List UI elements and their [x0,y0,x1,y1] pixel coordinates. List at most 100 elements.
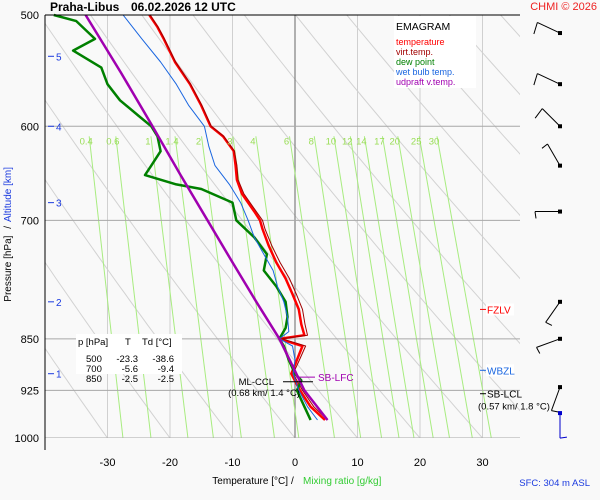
series-temperature [148,14,326,421]
y-axis-label: Pressure [hPa] / [3,226,14,302]
pressure-tick-label: 500 [21,10,39,22]
table-row: 850 -2.5 -2.5 [86,374,174,385]
wind-barb [558,411,567,439]
dry-adiabat [45,99,296,438]
barb-staff [550,386,561,411]
dry-adiabat [552,15,600,438]
wind-barb [541,143,562,168]
mixing-ratio-line [150,136,189,438]
annotation-sb-lfc: SB-LFC [318,373,354,384]
wind-barb [534,209,562,219]
temperature-tick-label: 30 [476,457,488,469]
mixing-ratio-label: 30 [429,136,440,147]
table-cell: 700 [86,364,102,375]
mixing-ratio-line [349,136,400,438]
mixing-ratio-label: 10 [326,136,337,147]
legend-item-dew-point: dew point [396,57,435,67]
temperature-tick-label: -30 [100,457,116,469]
wind-barb [534,108,562,129]
dry-adiabat [45,261,171,438]
mixing-ratio-label: 12 [342,136,353,147]
wind-barb [545,299,562,326]
legend-box [394,16,476,88]
table-cell: -23.3 [116,354,138,365]
pressure-tick-label: 700 [21,215,39,227]
barb-feather [534,108,543,119]
y-axis-label-pressure: Pressure [hPa] [3,235,14,301]
table-cell: 850 [86,374,102,385]
annotation-sub: (0.57 km/ 1.8 °C) [478,402,550,413]
barb-station-dot [558,299,562,304]
table-box [76,334,182,374]
mixing-ratio-line [115,136,152,438]
wind-barb [550,385,562,413]
table-cell: -2.5 [158,374,174,385]
series-layer [53,13,329,421]
dry-adiabat [295,15,520,280]
mixing-ratio-line [436,136,492,438]
mixing-ratio-label: 2 [196,136,201,147]
wind-barb [536,336,562,354]
x-axis-label-mixing: Mixing ratio [g/kg] [303,476,382,487]
pressure-tick-label: 850 [21,334,39,346]
mixing-ratio-line [397,136,451,438]
mixing-ratio-line [289,136,335,438]
dry-adiabat [45,347,108,438]
table-row: 500 -23.3 -38.6 [86,354,174,365]
barb-feather [551,410,559,413]
annotation-wbzl: WBZL [487,366,515,377]
dry-adiabat [397,15,520,155]
y-axis-label-altitude: Altitude [km] [3,167,14,222]
temperature-tick-label: -20 [162,457,178,469]
series-virt-temp [149,14,328,421]
y-axis-label-sep: / [3,226,14,229]
x-axis-label-sep: / [291,476,294,487]
surface-info: SFC: 304 m ASL [519,478,590,489]
mixing-ratio-label: 25 [411,136,422,147]
altitude-tick-label: 4 [56,122,62,133]
legend-title: EMAGRAM [396,21,450,33]
wind-barb [533,22,562,36]
mixing-ratio-line [313,136,362,438]
barb-staff [536,338,561,348]
barb-staff [537,22,561,34]
mixing-ratio-label: 14 [356,136,367,147]
barb-station-dot [558,209,562,214]
dry-adiabat [192,15,520,412]
barb-staff [541,108,561,127]
barb-staff [547,143,561,166]
series-wet-bulb-temp [122,14,318,421]
annotation-bg [486,364,514,377]
mixing-ratio-label: 0.6 [106,136,119,147]
mixing-ratio-line [363,136,415,438]
wind-barb [533,73,562,87]
station-title: Praha-Libus [50,0,120,14]
temperature-tick-label: 0 [292,457,298,469]
barb-feather [536,347,541,354]
barb-staff [537,73,561,85]
legend: EMAGRAM temperature virt.temp. dew point… [394,16,476,88]
barb-station-dot [558,336,562,341]
temperature-tick-label: 10 [351,457,363,469]
mixing-ratio-line [381,136,434,438]
mixing-ratio-label: 1.4 [165,136,178,147]
annotation-bg [486,303,514,316]
table-cell: -2.5 [122,374,138,385]
mixing-ratio-label: 17 [374,136,385,147]
barb-station-dot [558,385,562,390]
x-axis-label-temperature: Temperature [°C] [212,476,288,487]
mixing-ratio-label: 0.4 [80,136,93,147]
barb-station-dot [558,31,562,36]
altitude-tick-label: 2 [56,298,62,309]
mixing-ratio-label: 4 [250,136,255,147]
table-cell: -38.6 [152,354,174,365]
table-header-td: Td [°C] [142,337,172,348]
annotation-ml-ccl: ML-CCL [239,377,274,388]
barb-feather [541,143,548,149]
altitude-tick-label: 3 [56,199,62,210]
barb-station-dot [558,163,562,168]
altitude-tick-label: 1 [56,370,62,381]
barb-station-dot [558,124,562,129]
copyright: CHMI © 2026 [530,1,597,13]
annotation-sb-lcl: SB-LCL [487,390,522,401]
